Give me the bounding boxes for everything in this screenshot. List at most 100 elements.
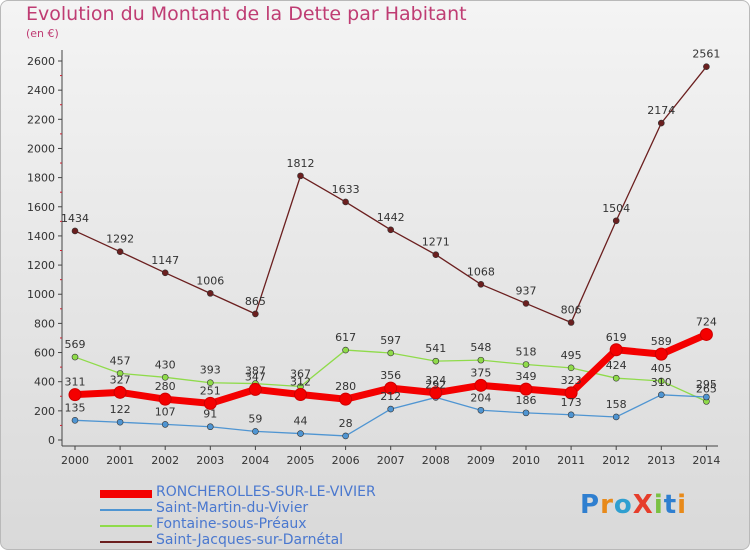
data-point	[703, 63, 710, 70]
y-tick-label: 2200	[27, 113, 55, 126]
data-label: 173	[561, 396, 582, 409]
legend-label: Saint-Martin-du-Vivier	[156, 500, 309, 516]
data-label: 865	[245, 295, 266, 308]
y-tick-label: 1800	[27, 172, 55, 185]
data-point	[116, 418, 124, 426]
data-label: 212	[380, 390, 401, 403]
data-point	[477, 406, 485, 414]
data-label: 619	[606, 331, 627, 344]
data-point	[703, 393, 710, 401]
data-label: 569	[65, 338, 86, 351]
legend-swatch	[100, 525, 152, 527]
data-point	[432, 251, 440, 259]
data-point	[113, 385, 127, 399]
data-point	[474, 378, 488, 392]
data-point	[339, 392, 353, 406]
data-label: 204	[470, 391, 491, 404]
y-tick-label: 2000	[27, 142, 55, 155]
data-point	[522, 409, 530, 417]
data-label: 495	[561, 349, 582, 362]
data-label: 347	[245, 370, 266, 383]
data-label: 1068	[467, 265, 495, 278]
data-label: 393	[200, 364, 221, 377]
y-tick-label: 1000	[27, 288, 55, 301]
data-point	[657, 391, 665, 399]
data-point	[654, 347, 668, 361]
series-lines	[68, 63, 713, 440]
data-label: 158	[606, 398, 627, 411]
data-point	[612, 413, 620, 421]
data-label: 548	[470, 341, 491, 354]
y-tick-label: 200	[34, 405, 55, 418]
data-point	[522, 300, 530, 307]
data-point	[387, 405, 395, 413]
data-point	[161, 421, 169, 428]
x-tick-label: 2008	[422, 454, 450, 467]
data-label: 1442	[377, 211, 405, 224]
data-point	[116, 248, 124, 255]
data-point	[71, 417, 79, 424]
x-tick-label: 2014	[692, 454, 720, 467]
data-label: 424	[606, 359, 627, 372]
data-point	[207, 423, 214, 431]
data-label: 405	[651, 362, 672, 375]
legend-swatch	[100, 541, 152, 543]
data-label: 430	[155, 358, 176, 371]
x-tick-label: 2007	[377, 454, 405, 467]
data-point	[612, 374, 620, 382]
data-label: 724	[696, 315, 717, 328]
data-point	[522, 361, 530, 368]
x-tick-label: 2000	[61, 454, 89, 467]
data-label: 2561	[692, 48, 720, 61]
x-tick-label: 2011	[557, 454, 585, 467]
unit-label: (en €)	[26, 27, 59, 40]
data-label: 1292	[106, 233, 134, 246]
data-label: 122	[110, 403, 131, 416]
y-tick-label: 1600	[27, 201, 55, 214]
data-point	[564, 386, 578, 400]
data-label: 349	[516, 370, 537, 383]
data-label: 323	[561, 374, 582, 387]
data-label: 186	[516, 394, 537, 407]
data-label: 1633	[332, 183, 360, 196]
data-point	[297, 172, 304, 180]
data-point	[203, 396, 217, 410]
data-point	[158, 392, 172, 406]
data-label: 806	[561, 304, 582, 317]
data-point	[477, 281, 485, 288]
x-tick-label: 2006	[332, 454, 360, 467]
data-label: 617	[335, 331, 356, 344]
data-label: 251	[200, 384, 221, 397]
data-label: 356	[380, 369, 401, 382]
data-label: 324	[425, 374, 446, 387]
data-label: 135	[65, 401, 86, 414]
data-label: 44	[294, 415, 308, 428]
data-point	[699, 327, 713, 341]
data-labels: 1434 1292 1147 1006 865 1812 1633 1442 1271 1068 9…	[61, 48, 720, 430]
data-point	[248, 382, 262, 396]
data-point	[387, 226, 395, 234]
data-label: 107	[155, 405, 176, 418]
data-point	[297, 430, 304, 437]
data-label: 457	[110, 354, 131, 367]
data-label: 91	[203, 408, 217, 421]
data-label: 375	[470, 366, 491, 379]
legend-label: RONCHEROLLES-SUR-LE-VIVIER	[156, 484, 376, 500]
x-tick-label: 2001	[106, 454, 134, 467]
axes: 0 200 400 600 800 1000 1200 1400 1600 1800 2000 220…	[27, 50, 720, 467]
data-point	[252, 428, 259, 435]
data-point	[252, 310, 259, 318]
data-label: 28	[339, 417, 353, 430]
data-label: 295	[696, 378, 717, 391]
data-point	[68, 388, 82, 402]
proxiti-logo: ProXiti	[580, 490, 688, 520]
data-point	[342, 198, 349, 206]
x-tick-label: 2002	[151, 454, 179, 467]
data-label: 265	[696, 382, 717, 395]
data-point	[477, 356, 485, 364]
data-label: 1147	[151, 254, 179, 267]
data-point	[342, 432, 349, 440]
data-point	[567, 411, 575, 419]
data-label: 310	[651, 376, 672, 389]
